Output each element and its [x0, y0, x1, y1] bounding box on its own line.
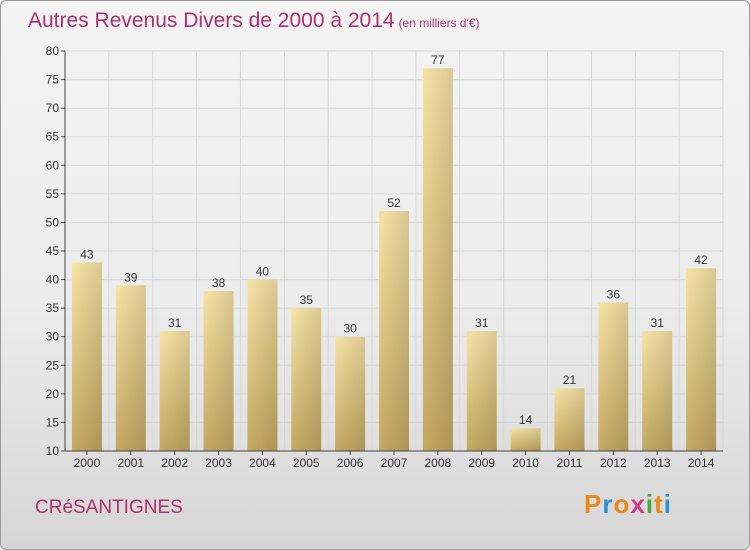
logo-letter: r — [602, 489, 614, 519]
bar-shade — [379, 211, 409, 451]
data-label: 14 — [519, 413, 533, 427]
axes — [61, 50, 723, 455]
x-tick-label: 2009 — [468, 456, 495, 470]
y-tick-label: 40 — [46, 273, 60, 287]
bar-shade — [291, 308, 322, 451]
y-tick-label: 60 — [46, 158, 60, 172]
bar-shade — [71, 262, 102, 451]
logo-letter: t — [654, 489, 664, 519]
commune-name: CRéSANTIGNES — [35, 497, 183, 518]
logo-letter: i — [645, 489, 655, 519]
y-tick-label: 35 — [46, 301, 60, 315]
x-tick-label: 2011 — [557, 456, 583, 470]
data-label: 38 — [212, 276, 226, 290]
bar-shade — [510, 428, 541, 451]
chart-title: Autres Revenus Divers de 2000 à 2014 (en … — [28, 9, 480, 33]
chart-title-text: Autres Revenus Divers de 2000 à 2014 — [28, 9, 395, 32]
x-tick-label: 2012 — [600, 456, 627, 470]
bar-shade — [335, 336, 366, 451]
logo-letter: P — [584, 489, 603, 519]
bar-shade — [598, 302, 629, 451]
logo-letter: x — [630, 489, 646, 519]
data-label: 35 — [300, 293, 314, 307]
data-label: 31 — [168, 316, 182, 330]
x-tick-label: 2000 — [74, 456, 101, 470]
y-tick-label: 70 — [46, 101, 60, 115]
x-tick-label: 2013 — [644, 456, 671, 470]
labels: 10 15 20 25 30 35 40 45 50 55 60 65 70 75 80 43 2000 39 20… — [46, 44, 715, 470]
x-tick-label: 2003 — [205, 456, 232, 470]
data-label: 31 — [651, 316, 665, 330]
bar-shade — [159, 331, 190, 451]
chart-subtitle: (en milliers d'€) — [398, 16, 480, 30]
bar-shade — [203, 291, 234, 451]
data-label: 36 — [607, 287, 621, 301]
data-label: 31 — [475, 316, 489, 330]
bar-shade — [422, 68, 453, 452]
y-tick-label: 25 — [46, 358, 60, 372]
y-tick-label: 55 — [46, 187, 60, 201]
y-tick-label: 30 — [46, 330, 60, 344]
y-tick-label: 45 — [46, 244, 60, 258]
logo-letter: o — [613, 489, 631, 519]
data-label: 42 — [694, 253, 708, 267]
y-tick-label: 15 — [46, 415, 60, 429]
data-label: 39 — [124, 270, 138, 284]
y-tick-label: 80 — [46, 44, 60, 58]
bar-shade — [247, 279, 278, 451]
proxiti-logo: Proxiti — [584, 489, 672, 520]
data-label: 77 — [431, 53, 445, 67]
x-tick-label: 2002 — [161, 456, 188, 470]
bar-shade — [466, 331, 497, 451]
bar-shade — [115, 285, 146, 451]
y-tick-label: 75 — [46, 73, 60, 87]
bars — [71, 68, 717, 452]
y-tick-label: 20 — [46, 387, 60, 401]
y-tick-label: 50 — [46, 215, 60, 229]
x-tick-label: 2010 — [512, 456, 539, 470]
x-tick-label: 2005 — [293, 456, 320, 470]
x-tick-label: 2014 — [688, 456, 715, 470]
logo-letter: i — [663, 489, 672, 519]
x-tick-label: 2007 — [381, 456, 408, 470]
y-tick-label: 10 — [46, 444, 60, 458]
bar-shade — [686, 268, 717, 451]
data-label: 43 — [80, 247, 94, 261]
x-tick-label: 2001 — [117, 456, 144, 470]
x-tick-label: 2006 — [337, 456, 364, 470]
data-label: 52 — [387, 196, 401, 210]
x-tick-label: 2008 — [425, 456, 452, 470]
x-tick-label: 2004 — [249, 456, 276, 470]
data-label: 30 — [343, 322, 357, 336]
y-tick-label: 65 — [46, 130, 60, 144]
bar-shade — [554, 388, 585, 451]
data-label: 40 — [256, 265, 270, 279]
bar-shade — [642, 331, 673, 451]
data-label: 21 — [563, 373, 577, 387]
